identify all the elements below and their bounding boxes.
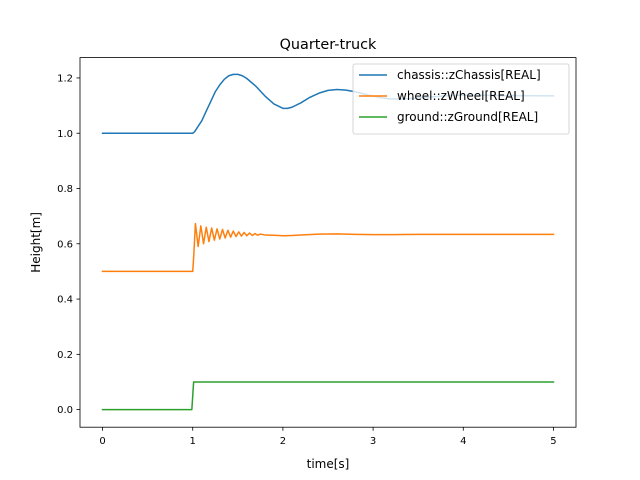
series-line-2 [101,381,555,411]
y-axis-ticks: 0.0 0.2 0.4 0.6 0.8 1.0 1.2 [57,74,80,416]
y-tick-label: 0.2 [57,350,73,361]
series-line-1 [101,222,555,273]
x-tick-label: 0 [99,436,105,447]
x-tick-label: 5 [550,436,556,447]
y-tick-label: 0.0 [57,405,73,416]
y-tick-label: 1.0 [57,129,73,140]
x-tick-label: 1 [190,436,196,447]
y-axis-label: Height[m] [29,212,43,273]
x-tick-label: 4 [460,436,466,447]
legend-label-0: chassis::zChassis[REAL] [397,68,541,82]
y-tick-label: 0.6 [57,239,73,250]
legend-label-2: ground::zGround[REAL] [397,110,538,124]
legend-box [352,63,570,135]
y-tick-label: 1.2 [57,74,73,85]
y-tick-label: 0.8 [57,184,73,195]
legend-label-1: wheel::zWheel[REAL] [397,89,525,103]
x-tick-label: 2 [280,436,286,447]
chart-title: Quarter-truck [280,37,377,53]
x-axis-label: time[s] [307,457,350,471]
legend: chassis::zChassis[REAL]wheel::zWheel[REA… [352,63,570,135]
x-tick-label: 3 [370,436,376,447]
plot-area-frame [79,57,577,428]
x-axis-ticks: 0 1 2 3 4 5 [99,427,557,447]
y-tick-label: 0.4 [57,295,73,306]
